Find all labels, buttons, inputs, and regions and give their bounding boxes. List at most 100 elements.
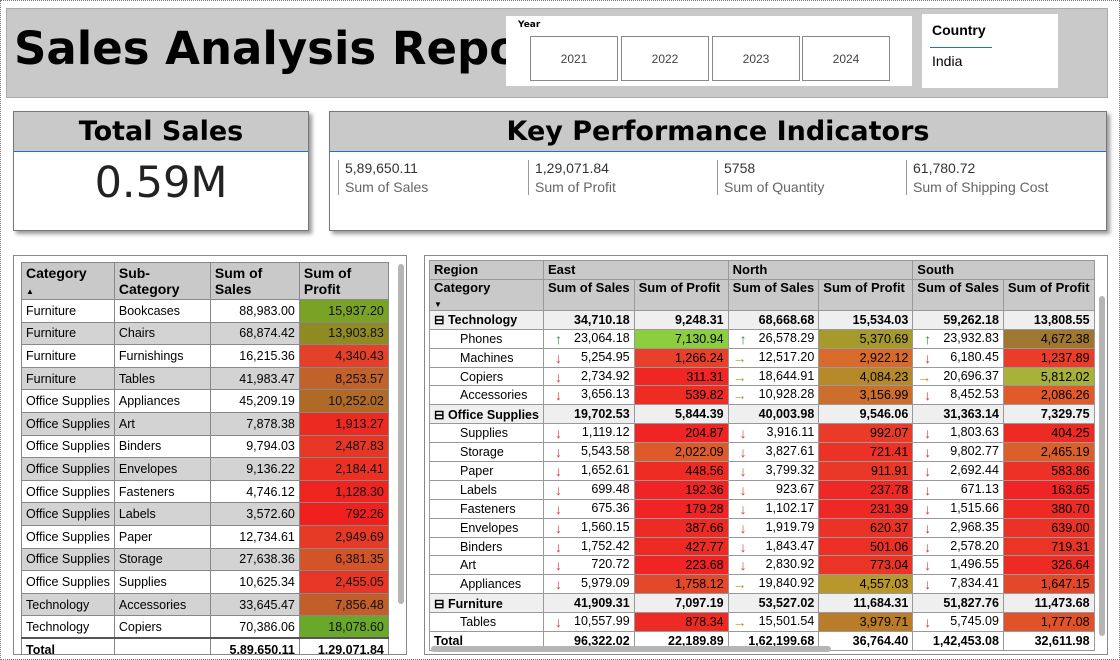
matrix-cell-profit: 326.64 [1002, 555, 1095, 576]
matrix-row-label: Fasteners [429, 498, 544, 519]
matrix-cell-value: 7,097.19 [674, 596, 724, 611]
col-header-subcategory[interactable]: Sub-Category [113, 262, 211, 300]
table-row[interactable]: Office Supplies Fasteners 4,746.12 1,128.30 [21, 479, 389, 504]
matrix-cell-value: 15,534.03 [852, 312, 909, 327]
matrix-col-profit[interactable]: Sum of Profit [1002, 278, 1095, 311]
table-row[interactable]: Office Supplies Art 7,878.38 1,913.27 [21, 411, 389, 436]
matrix-subcategory-row[interactable]: Accessories ↓ 3,656.13 539.82 → 10,928.28 3,15… [429, 385, 1095, 406]
matrix-cell-profit: 404.25 [1002, 423, 1095, 444]
matrix-category-row[interactable]: ⊟ Technology 34,710.18 9,248.31 68,668.68 15… [429, 309, 1095, 330]
matrix-subcategory-row[interactable]: Binders ↓ 1,752.42 427.77 ↓ 1,843.47 501.06 ↓ 2,… [429, 536, 1095, 557]
year-option-2021[interactable]: 2021 [530, 36, 618, 81]
matrix-cell-sales: ↓ 1,919.79 [727, 517, 820, 538]
matrix-row-label: Storage [429, 442, 544, 463]
matrix-col-sales[interactable]: Sum of Sales [912, 278, 1004, 311]
matrix-cell-value: 1,496.55 [950, 557, 999, 572]
matrix-subcategory-row[interactable]: Paper ↓ 1,652.61 448.56 ↓ 3,799.32 911.91 ↓ 2,69… [429, 461, 1095, 481]
matrix-cell-value: 4,557.03 [859, 577, 909, 592]
matrix-cell-value: 1,919.79 [765, 519, 815, 534]
matrix-cell-value: 2,086.26 [1040, 388, 1090, 403]
matrix-subcategory-row[interactable]: Appliances ↓ 5,979.09 1,758.12 → 19,840.92 4,5… [429, 574, 1095, 595]
matrix-cell-sales: ↓ 671.13 [912, 479, 1004, 500]
country-slicer[interactable]: Country India [922, 14, 1058, 88]
matrix-category-row[interactable]: ⊟ Furniture 41,909.31 7,097.19 53,527.02 11,… [429, 593, 1095, 614]
matrix-subcategory-row[interactable]: Labels ↓ 699.48 192.36 ↓ 923.67 237.78 ↓ 671.13 1… [429, 479, 1095, 500]
matrix-col-profit[interactable]: Sum of Profit [633, 278, 729, 311]
cell-sales: 70,386.06 [209, 615, 300, 639]
matrix-col-sales[interactable]: Sum of Sales [727, 278, 820, 311]
matrix-cell-value: 7,329.75 [1040, 407, 1090, 422]
matrix-subcategory-row[interactable]: Supplies ↓ 1,119.12 204.87 ↓ 3,916.11 992.07 ↓ 1… [429, 423, 1095, 444]
collapse-icon[interactable]: ⊟ [434, 596, 448, 611]
matrix-cell-value: 11,684.31 [853, 596, 909, 611]
matrix-cell-value: 501.06 [870, 539, 909, 554]
matrix-cell-profit: 4,557.03 [818, 574, 914, 595]
matrix-cell-profit: 721.41 [818, 442, 914, 463]
matrix-cell-value: 773.04 [870, 558, 909, 573]
arrow-up-icon: ↑ [924, 330, 932, 347]
matrix-cell-sales: ↓ 2,830.92 [727, 555, 820, 576]
cell-subcategory: Accessories [113, 592, 211, 617]
table-row[interactable]: Office Supplies Envelopes 9,136.22 2,184.41 [21, 457, 389, 481]
collapse-icon[interactable]: ⊟ [434, 313, 448, 328]
matrix-cell-profit: 3,979.71 [818, 612, 914, 633]
col-header-profit[interactable]: Sum of Profit [298, 262, 389, 300]
table-vertical-scrollbar[interactable] [398, 264, 404, 604]
table-row[interactable]: Office Supplies Supplies 10,625.34 2,455.05 [21, 570, 389, 594]
table-row[interactable]: Furniture Bookcases 88,983.00 15,937.20 [21, 299, 389, 323]
arrow-down-icon: ↓ [739, 444, 747, 461]
table-row[interactable]: Furniture Chairs 68,874.42 13,903.83 [21, 321, 389, 346]
table-row[interactable]: Furniture Tables 41,983.47 8,253.57 [21, 366, 389, 391]
matrix-cell-value: 19,702.53 [574, 407, 630, 422]
matrix-row-name: Supplies [460, 426, 508, 441]
matrix-cell-value: 1,237.89 [1040, 350, 1090, 365]
matrix-cell-profit: 11,473.68 [1002, 593, 1095, 614]
country-divider [930, 47, 992, 48]
year-option-2024[interactable]: 2024 [802, 36, 890, 81]
year-option-2022[interactable]: 2022 [621, 36, 709, 81]
country-value[interactable]: India [932, 53, 963, 69]
matrix-subcategory-row[interactable]: Machines ↓ 5,254.95 1,266.24 → 12,517.20 2,922… [429, 347, 1095, 368]
collapse-icon[interactable]: ⊟ [434, 407, 448, 422]
table-row[interactable]: Office Supplies Storage 27,638.36 6,381.35 [21, 547, 389, 572]
matrix-vertical-scrollbar[interactable] [1099, 296, 1105, 636]
col-header-sales[interactable]: Sum of Sales [209, 262, 300, 300]
matrix-row-name: Machines [460, 350, 514, 365]
table-row[interactable]: Office Supplies Paper 12,734.61 2,949.69 [21, 524, 389, 549]
matrix-subcategory-row[interactable]: Fasteners ↓ 675.36 179.28 ↓ 1,102.17 231.39 ↓ 1,… [429, 498, 1095, 519]
table-row[interactable]: Office Supplies Binders 9,794.03 2,487.83 [21, 434, 389, 459]
country-slicer-label: Country [932, 22, 986, 38]
matrix-row-label: Appliances [429, 574, 544, 595]
matrix-cell-profit: 223.68 [633, 555, 729, 576]
matrix-subcategory-row[interactable]: Storage ↓ 5,543.58 2,022.09 ↓ 3,827.61 721.41 ↓… [429, 442, 1095, 463]
col-header-category[interactable]: Category ▲ [21, 262, 115, 300]
year-option-2023[interactable]: 2023 [712, 36, 800, 81]
table-row[interactable]: Office Supplies Appliances 45,209.19 10,252… [21, 389, 389, 413]
matrix-subcategory-row[interactable]: Art ↓ 720.72 223.68 ↓ 2,830.92 773.04 ↓ 1,496.55… [429, 555, 1095, 576]
matrix-col-profit[interactable]: Sum of Profit [818, 278, 914, 311]
cell-category: Office Supplies [21, 479, 115, 504]
cell-sales: 10,625.34 [209, 570, 300, 594]
matrix-subcategory-row[interactable]: Phones ↑ 23,064.18 7,130.94 ↑ 26,578.29 5,370.… [429, 328, 1095, 349]
table-row[interactable]: Technology Copiers 70,386.06 18,078.60 [21, 615, 389, 639]
table-row[interactable]: Technology Accessories 33,645.47 7,856.48 [21, 592, 389, 617]
arrow-down-icon: ↓ [924, 387, 932, 404]
matrix-subcategory-row[interactable]: Envelopes ↓ 1,560.15 387.66 ↓ 1,919.79 620.37 ↓… [429, 517, 1095, 538]
matrix-cell-sales: ↓ 675.36 [543, 498, 635, 519]
matrix-cell-sales: ↑ 23,064.18 [543, 328, 635, 349]
matrix-subcategory-row[interactable]: Copiers ↓ 2,734.92 311.31 → 18,644.91 4,084.23… [429, 366, 1095, 387]
matrix-col-sales[interactable]: Sum of Sales [543, 278, 635, 311]
total-blank [113, 637, 211, 654]
matrix-cell-value: 3,799.32 [765, 462, 815, 477]
matrix-cell-value: 3,156.99 [859, 388, 909, 403]
kpi-shipping: 61,780.72 Sum of Shipping Cost [906, 160, 1048, 195]
matrix-horizontal-scrollbar[interactable] [431, 646, 831, 652]
matrix-cell-value: 15,501.54 [758, 614, 815, 629]
cell-sales: 9,794.03 [209, 434, 300, 459]
year-slicer-label: Year [518, 20, 541, 30]
table-row[interactable]: Furniture Furnishings 16,215.36 4,340.43 [21, 344, 389, 368]
table-row[interactable]: Office Supplies Labels 3,572.60 792.26 [21, 502, 389, 526]
matrix-category-row[interactable]: ⊟ Office Supplies 19,702.53 5,844.39 40,003… [429, 404, 1095, 425]
matrix-category-header[interactable]: Category ▼ [429, 278, 544, 311]
matrix-subcategory-row[interactable]: Tables ↓ 10,557.99 878.34 → 15,501.54 3,979.71… [429, 612, 1095, 633]
